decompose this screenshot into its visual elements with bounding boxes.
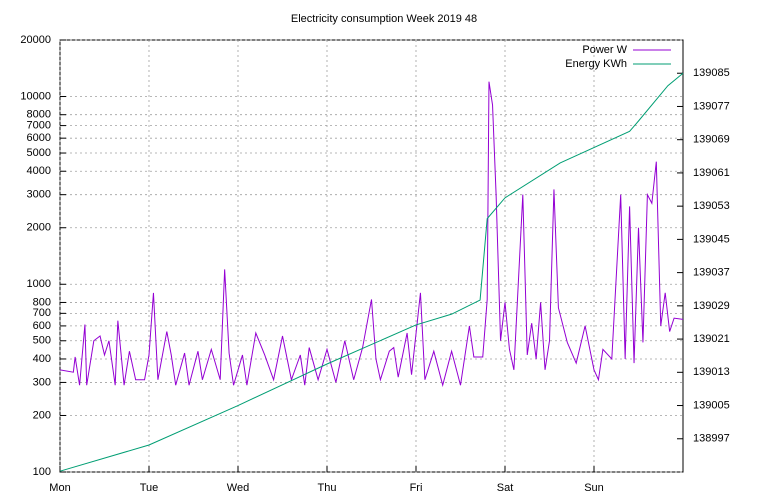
y-tick-label: 4000 (27, 165, 51, 177)
y-tick-label: 700 (33, 307, 51, 319)
y2-tick-label: 139013 (693, 366, 730, 378)
chart-title: Electricity consumption Week 2019 48 (291, 13, 477, 25)
y2-tick-label: 139061 (693, 167, 730, 179)
x-tick-label: Wed (227, 482, 249, 494)
y-tick-label: 400 (33, 353, 51, 365)
y2-tick-label: 139021 (693, 333, 730, 345)
x-tick-label: Sun (584, 482, 604, 494)
y-tick-label: 1000 (27, 278, 51, 290)
y-tick-label: 6000 (27, 132, 51, 144)
series-line (59, 81, 684, 388)
y-tick-label: 300 (33, 376, 51, 388)
y2-tick-label: 139037 (693, 267, 730, 279)
series-line (59, 72, 684, 472)
x-tick-label: Sat (497, 482, 514, 494)
y-tick-label: 3000 (27, 189, 51, 201)
y-tick-label: 20000 (20, 34, 51, 46)
x-tick-label: Thu (318, 482, 337, 494)
y-tick-label: 10000 (20, 90, 51, 102)
y-tick-label: 100 (33, 466, 51, 478)
y2-tick-label: 139053 (693, 200, 730, 212)
y-tick-label: 200 (33, 409, 51, 421)
legend-label: Energy KWh (565, 58, 627, 70)
y-tick-label: 500 (33, 335, 51, 347)
y-tick-label: 7000 (27, 120, 51, 132)
y-tick-label: 600 (33, 320, 51, 332)
y2-tick-label: 139085 (693, 67, 730, 79)
y2-tick-label: 139045 (693, 233, 730, 245)
x-tick-label: Mon (49, 482, 70, 494)
y2-tick-label: 139069 (693, 134, 730, 146)
legend-label: Power W (582, 44, 627, 56)
plot-frame (59, 39, 684, 473)
y-tick-label: 2000 (27, 222, 51, 234)
y-tick-label: 800 (33, 296, 51, 308)
y2-tick-label: 138997 (693, 433, 730, 445)
y2-tick-label: 139005 (693, 399, 730, 411)
y-tick-label: 8000 (27, 109, 51, 121)
x-tick-label: Tue (140, 482, 159, 494)
x-tick-label: Fri (410, 482, 423, 494)
y-tick-label: 5000 (27, 147, 51, 159)
y2-tick-label: 139077 (693, 100, 730, 112)
y2-tick-label: 139029 (693, 300, 730, 312)
